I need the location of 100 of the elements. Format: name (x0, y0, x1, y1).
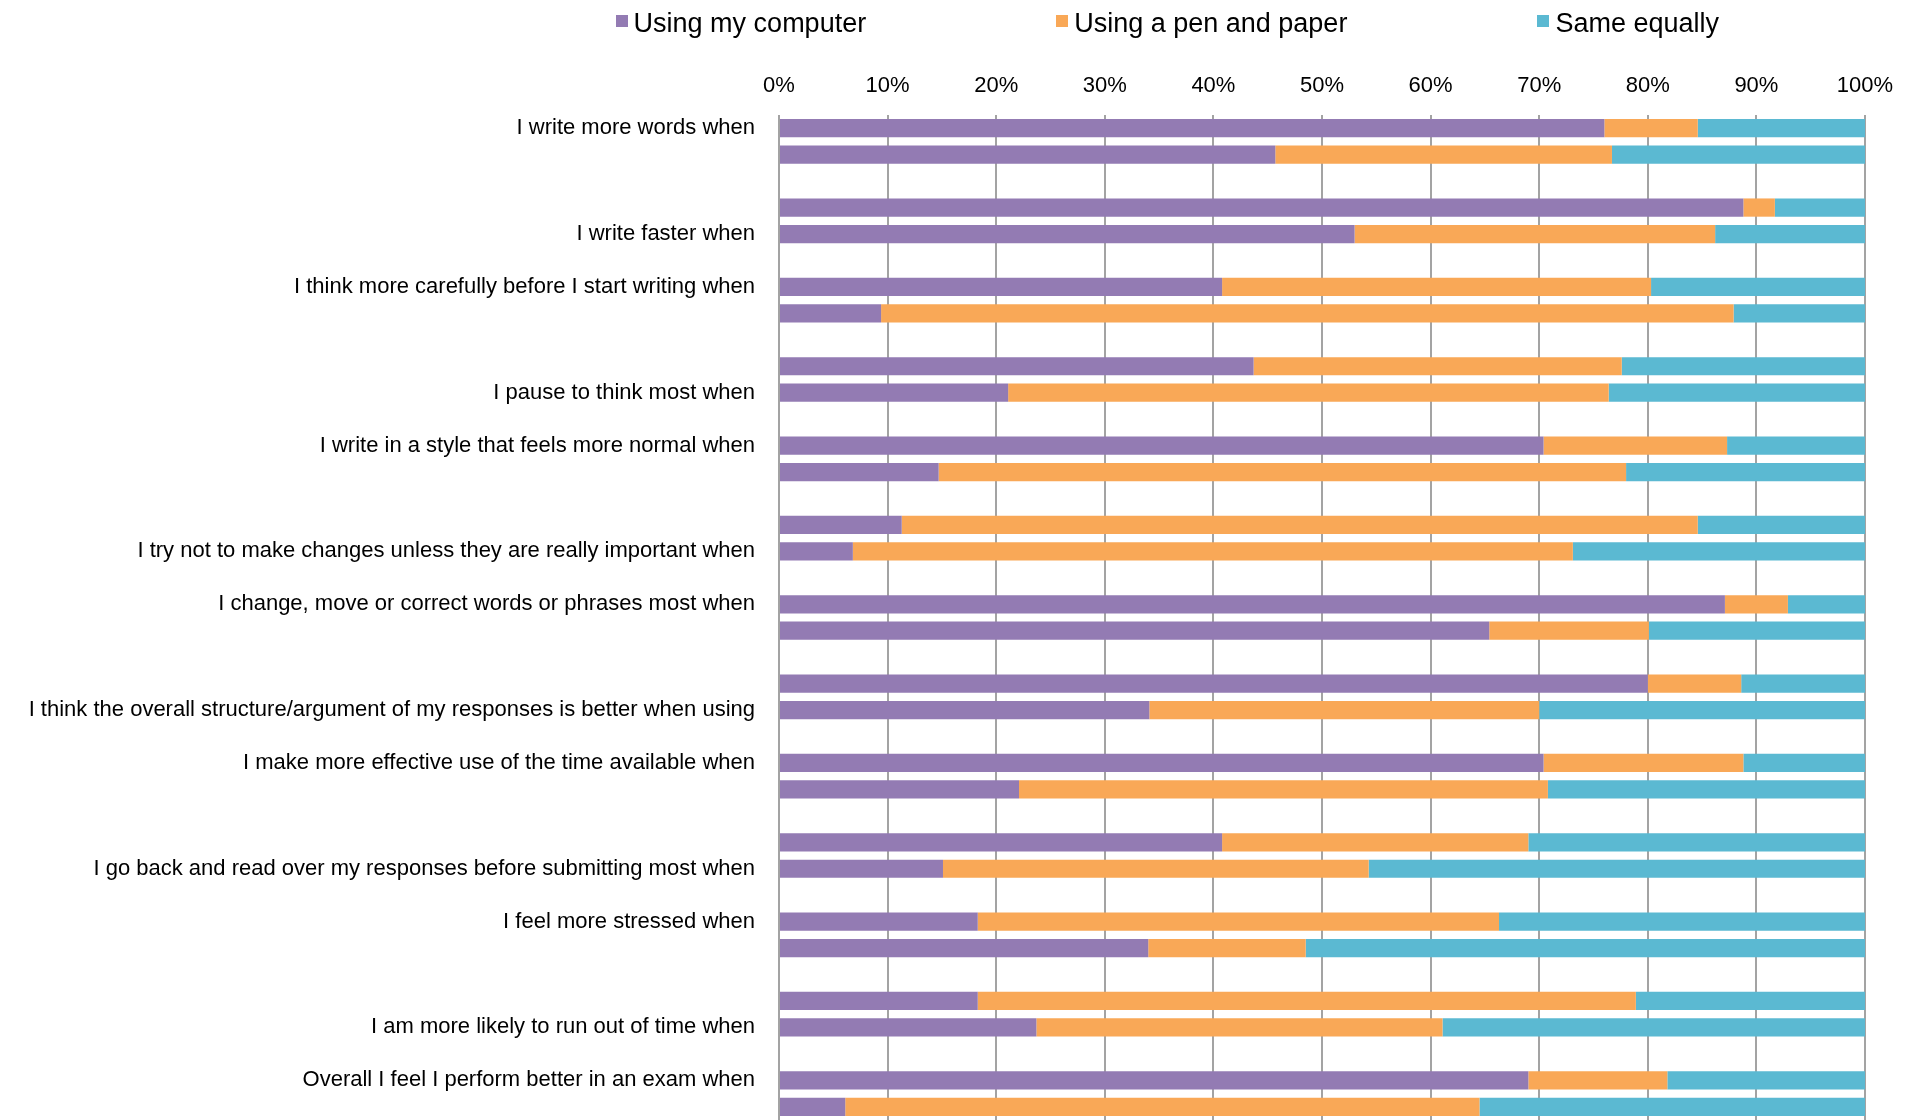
bar (780, 1097, 846, 1116)
bar (1528, 833, 1865, 852)
legend-label: Using my computer (633, 8, 867, 39)
bar (780, 383, 1009, 402)
bar (1148, 938, 1306, 958)
bar (780, 542, 853, 561)
bar (1305, 938, 1865, 958)
bar (1743, 753, 1865, 773)
x-tick-label: 80% (1625, 71, 1670, 97)
bar (1651, 277, 1865, 297)
y-tick-label: I pause to think most when (493, 378, 755, 404)
bar (1647, 674, 1742, 693)
bar (1368, 859, 1865, 878)
x-tick-label: 60% (1408, 71, 1453, 97)
bar (780, 304, 882, 323)
bar (1608, 383, 1865, 402)
x-tick-label: 90% (1734, 71, 1779, 97)
y-tick-label: I go back and read over my responses before submitting most when (93, 854, 755, 880)
bar (1572, 542, 1865, 561)
bar (1547, 780, 1865, 799)
bar (1149, 700, 1540, 720)
bar (1724, 595, 1788, 614)
y-tick-label: I am more likely to run out of time when (371, 1013, 755, 1039)
bar (780, 991, 978, 1011)
bar (1442, 1018, 1865, 1037)
bar (852, 542, 1573, 561)
bar (1543, 753, 1744, 773)
bar (780, 462, 939, 482)
bar (977, 991, 1636, 1011)
bar (780, 833, 1223, 852)
bar (845, 1097, 1480, 1116)
x-tick-label: 20% (974, 71, 1019, 97)
bar (1008, 383, 1609, 402)
bar (1604, 119, 1698, 138)
bar (780, 515, 902, 535)
x-tick-label: 10% (865, 71, 910, 97)
bar (1727, 436, 1865, 455)
bar (977, 912, 1500, 931)
x-tick-label: 0% (763, 71, 795, 97)
y-tick-label: I write in a style that feels more normal when (319, 431, 755, 457)
x-tick-label: 70% (1517, 71, 1562, 97)
bar (780, 595, 1725, 614)
y-tick-label: Overall I feel I perform better in an exam when (302, 1066, 755, 1092)
bar (1499, 912, 1865, 931)
y-tick-label: I think more carefully before I start writing when (294, 272, 755, 298)
bar (1222, 277, 1652, 297)
bar (780, 277, 1223, 297)
bar (780, 621, 1490, 640)
bar (1539, 700, 1865, 720)
bar (780, 357, 1254, 376)
bar (1648, 621, 1865, 640)
x-tick-label: 30% (1082, 71, 1127, 97)
bar (881, 304, 1734, 323)
bar (1354, 224, 1716, 244)
bar (942, 859, 1369, 878)
bar (780, 780, 1020, 799)
x-tick-label: 40% (1191, 71, 1236, 97)
bar (780, 753, 1544, 773)
y-tick-label: I think the overall structure/argument of my responses is better when using (28, 696, 755, 722)
bar (780, 674, 1648, 693)
bar (1626, 462, 1865, 482)
bar (780, 1018, 1037, 1037)
bar (1667, 1071, 1865, 1090)
bar (901, 515, 1698, 535)
bar (1774, 198, 1865, 217)
bar (1275, 145, 1612, 164)
bar (1222, 833, 1529, 852)
bar (1479, 1097, 1865, 1116)
bar (780, 1071, 1529, 1090)
y-tick-label: I write more words when (516, 114, 755, 140)
bar (1743, 198, 1775, 217)
bar (1528, 1071, 1668, 1090)
bar (1543, 436, 1728, 455)
bar (780, 938, 1149, 958)
bar (1253, 357, 1622, 376)
bar (1036, 1018, 1443, 1037)
bar (1787, 595, 1865, 614)
bar (1697, 515, 1865, 535)
y-tick-label: I make more effective use of the time available when (243, 749, 755, 775)
x-tick-label: 100% (1836, 71, 1894, 97)
bar (938, 462, 1627, 482)
bar (1489, 621, 1649, 640)
bar (780, 700, 1150, 720)
y-tick-label: I feel more stressed when (503, 907, 755, 933)
y-tick-label: I try not to make changes unless they are really important when (137, 537, 755, 563)
bar (780, 119, 1605, 138)
bar (780, 436, 1544, 455)
bar (1611, 145, 1865, 164)
bar (1697, 119, 1865, 138)
bar (780, 145, 1276, 164)
bar (1741, 674, 1865, 693)
y-tick-label: I write faster when (576, 220, 755, 246)
bar (1019, 780, 1548, 799)
bar (780, 198, 1744, 217)
bar (780, 859, 943, 878)
bar (1715, 224, 1865, 244)
legend-label: Using a pen and paper (1074, 8, 1348, 39)
bar (1733, 304, 1865, 323)
x-tick-label: 50% (1299, 71, 1345, 97)
legend-label: Same equally (1555, 8, 1719, 39)
